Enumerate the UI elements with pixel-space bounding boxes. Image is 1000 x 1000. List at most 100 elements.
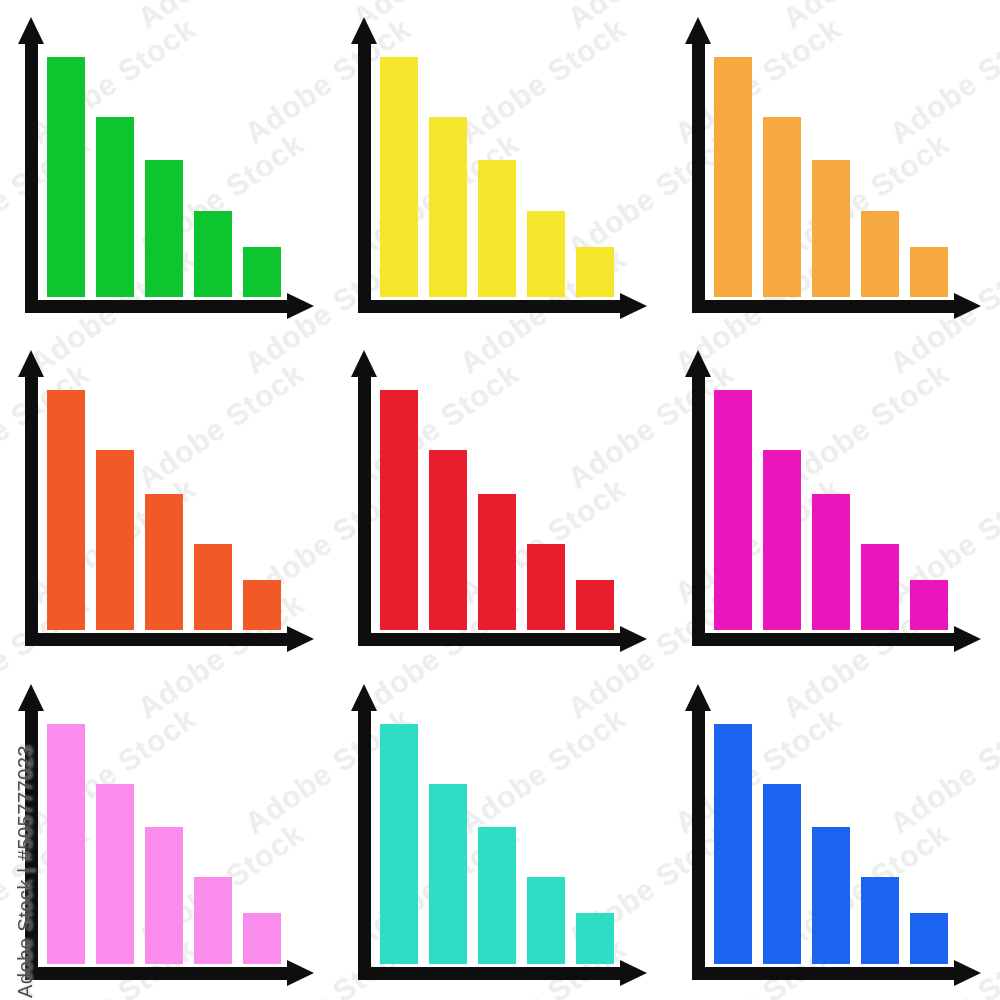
bar [429, 117, 468, 298]
adobe-stock-credit: Adobe Stock | #505777023 [15, 745, 37, 998]
x-axis-arrowhead-icon [620, 959, 648, 986]
bar [243, 579, 281, 631]
bar [576, 913, 615, 964]
bar [429, 783, 468, 964]
bar [860, 543, 899, 631]
bar [380, 57, 419, 298]
x-axis [25, 966, 287, 980]
bar [243, 246, 281, 298]
bar [429, 450, 468, 631]
x-axis [25, 300, 287, 313]
bar [194, 877, 232, 964]
bar [909, 913, 948, 964]
bar [576, 579, 615, 631]
bar [145, 493, 183, 631]
bar-chart-icon-yellow [333, 0, 666, 333]
bar [194, 543, 232, 631]
bars-group [713, 57, 948, 298]
y-axis-arrowhead-icon [684, 683, 711, 711]
bar [811, 826, 850, 964]
x-axis-arrowhead-icon [620, 626, 648, 653]
bar-chart-icon-blue [667, 667, 1000, 1000]
x-axis [358, 966, 621, 980]
bar [909, 246, 948, 298]
bars-group [380, 723, 615, 964]
bar-chart-icon-orange-red [0, 333, 333, 666]
bar [380, 390, 419, 631]
bars-group [380, 57, 615, 298]
bar [860, 210, 899, 298]
bars-group [713, 390, 948, 631]
bar [713, 57, 752, 298]
y-axis [358, 369, 372, 647]
x-axis-arrowhead-icon [953, 293, 981, 319]
y-axis [25, 702, 38, 980]
bar [47, 723, 85, 964]
y-axis-arrowhead-icon [351, 350, 378, 378]
bar [713, 390, 752, 631]
bar-chart-icon-red [333, 333, 666, 666]
y-axis [358, 36, 372, 313]
bar [380, 723, 419, 964]
y-axis [691, 36, 705, 313]
bar [762, 450, 801, 631]
bar-chart-icon-orange [667, 0, 1000, 333]
bar [243, 913, 281, 964]
y-axis [358, 702, 372, 980]
y-axis [25, 36, 38, 313]
y-axis-arrowhead-icon [18, 350, 44, 378]
bar [762, 117, 801, 298]
bar-chart-icon-pink [0, 667, 333, 1000]
y-axis [25, 369, 38, 647]
bar [478, 826, 517, 964]
y-axis [691, 702, 705, 980]
bar [96, 450, 134, 631]
x-axis-arrowhead-icon [287, 626, 314, 653]
bar [47, 57, 85, 298]
x-axis-arrowhead-icon [620, 293, 648, 319]
bar [713, 723, 752, 964]
x-axis [358, 633, 621, 647]
bar [909, 579, 948, 631]
bars-group [47, 57, 281, 298]
bar [811, 160, 850, 298]
x-axis-arrowhead-icon [287, 293, 314, 319]
bar [527, 210, 566, 298]
x-axis-arrowhead-icon [953, 626, 981, 653]
x-axis [25, 633, 287, 647]
x-axis [691, 633, 954, 647]
y-axis-arrowhead-icon [18, 683, 44, 711]
bar-chart-icon-magenta [667, 333, 1000, 666]
bar [478, 493, 517, 631]
bars-group [47, 723, 281, 964]
bar [527, 543, 566, 631]
bar [145, 160, 183, 298]
y-axis [691, 369, 705, 647]
bars-group [713, 723, 948, 964]
y-axis-arrowhead-icon [684, 350, 711, 378]
x-axis [691, 966, 954, 980]
bar [762, 783, 801, 964]
x-axis [358, 300, 621, 313]
bar [527, 877, 566, 964]
bar [47, 390, 85, 631]
bar [860, 877, 899, 964]
bar [478, 160, 517, 298]
x-axis-arrowhead-icon [287, 959, 314, 986]
bar [96, 117, 134, 298]
bar [96, 783, 134, 964]
bar [811, 493, 850, 631]
x-axis [691, 300, 954, 313]
bar [194, 210, 232, 298]
y-axis-arrowhead-icon [351, 683, 378, 711]
bars-group [380, 390, 615, 631]
y-axis-arrowhead-icon [684, 17, 711, 44]
x-axis-arrowhead-icon [953, 959, 981, 986]
bar-chart-icon-turquoise [333, 667, 666, 1000]
y-axis-arrowhead-icon [18, 17, 44, 44]
bar [145, 826, 183, 964]
bar [576, 246, 615, 298]
bars-group [47, 390, 281, 631]
